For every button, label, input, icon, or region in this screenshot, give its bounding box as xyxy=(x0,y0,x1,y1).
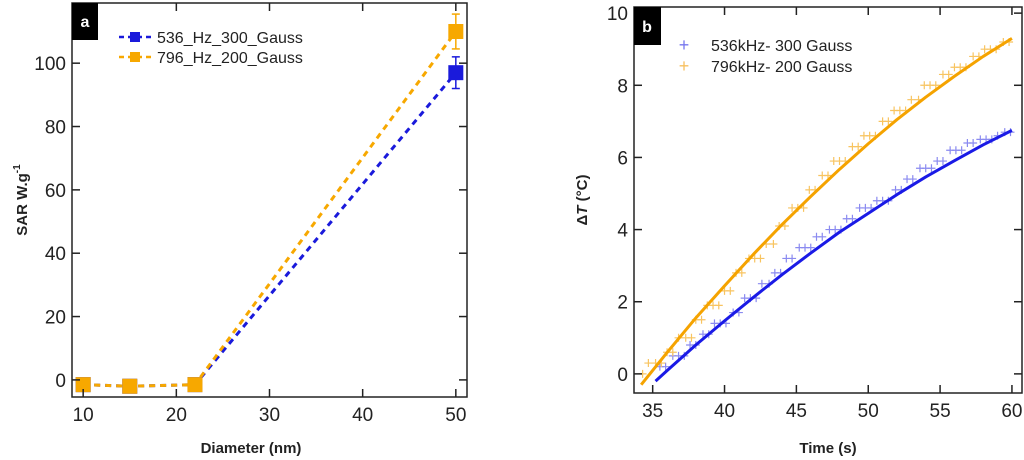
data-point-series-0 xyxy=(757,279,766,288)
data-point-series-0 xyxy=(927,164,936,173)
panel-b-label: b xyxy=(642,19,652,36)
x-tick-label: 10 xyxy=(73,405,94,426)
panel-a-chart: 10 20 30 40 50 0 20 40 60 80 100 a 536_Hz_300_Gaus… xyxy=(12,2,468,457)
y-tick-label: 20 xyxy=(45,308,66,329)
y-tick-label: 8 xyxy=(617,76,628,97)
data-point-series-1 xyxy=(907,95,916,104)
panel-b-y-axis-label-t: T xyxy=(574,204,591,215)
panel-b-frame xyxy=(633,6,1023,394)
y-tick-label: 80 xyxy=(45,118,66,139)
y-tick-label: 0 xyxy=(55,371,66,392)
data-point-series-1 xyxy=(769,240,778,249)
data-point-series-1 xyxy=(726,286,735,295)
panel-b-y-axis-label: ΔT (°C) xyxy=(574,175,591,226)
panel-b-marks xyxy=(638,37,1015,386)
data-point-series-1 xyxy=(448,24,464,40)
x-tick-label: 60 xyxy=(1001,401,1022,422)
x-tick-label: 40 xyxy=(352,405,373,426)
panel-b-legend: + 536kHz- 300 Gauss + 796kHz- 200 Gauss xyxy=(679,35,853,76)
panel-b-y-axis-label-unit: (°C) xyxy=(574,175,591,206)
legend-label-536hz: 536_Hz_300_Gauss xyxy=(157,30,303,47)
data-point-series-0 xyxy=(938,157,947,166)
data-point-series-1 xyxy=(668,348,677,357)
x-tick-label: 35 xyxy=(642,401,663,422)
panel-a-ticks: 10 20 30 40 50 0 20 40 60 80 100 xyxy=(34,3,467,426)
x-tick-label: 20 xyxy=(166,405,187,426)
data-point-series-1 xyxy=(931,81,940,90)
data-point-series-0 xyxy=(957,146,966,155)
y-tick-label: 60 xyxy=(45,181,66,202)
data-point-series-1 xyxy=(714,301,723,310)
legend-label-796khz: 796kHz- 200 Gauss xyxy=(711,59,852,76)
data-point-series-1 xyxy=(75,377,91,393)
panel-a-marks xyxy=(75,13,464,394)
data-point-series-0 xyxy=(806,243,815,252)
legend-label-796hz: 796_Hz_200_Gauss xyxy=(157,50,303,67)
legend-marker-536khz: + xyxy=(679,35,690,55)
panel-b-label-box xyxy=(634,7,661,45)
panel-a-y-axis-label-sup: -1 xyxy=(12,164,23,173)
panel-a-label-box xyxy=(72,3,98,40)
series-line-0 xyxy=(83,71,457,388)
panel-b-y-axis-label-delta: Δ xyxy=(574,214,591,225)
data-point-series-1 xyxy=(756,254,765,263)
data-point-series-0 xyxy=(908,175,917,184)
legend-marker-796hz xyxy=(130,52,140,62)
data-point-series-0 xyxy=(969,139,978,148)
x-tick-label: 40 xyxy=(714,401,735,422)
panel-a-y-axis-label-main: SAR W.g xyxy=(14,173,31,236)
y-tick-label: 4 xyxy=(617,221,628,242)
panel-a-x-axis-label: Diameter (nm) xyxy=(201,440,302,457)
fit-line-series-0 xyxy=(654,129,1013,383)
panel-a-legend: 536_Hz_300_Gauss 796_Hz_200_Gauss xyxy=(119,30,303,67)
data-point-series-0 xyxy=(818,232,827,241)
y-tick-label: 2 xyxy=(617,293,628,314)
y-tick-label: 0 xyxy=(617,365,628,386)
x-tick-label: 50 xyxy=(445,405,466,426)
fit-line-series-1 xyxy=(640,37,1013,386)
data-point-series-1 xyxy=(697,315,706,324)
data-point-series-0 xyxy=(848,214,857,223)
panel-b-ticks: 35 40 45 50 55 60 0 2 4 6 8 10 xyxy=(607,4,1023,422)
x-tick-label: 50 xyxy=(858,401,879,422)
panel-a-y-axis-label: SAR W.g-1 xyxy=(12,164,31,236)
data-point-series-1 xyxy=(737,268,746,277)
data-point-series-1 xyxy=(122,378,138,394)
data-point-series-1 xyxy=(187,377,203,393)
panel-b-x-axis-label: Time (s) xyxy=(799,440,856,457)
legend-marker-536hz xyxy=(130,32,140,42)
data-point-series-1 xyxy=(944,70,953,79)
x-tick-label: 45 xyxy=(786,401,807,422)
y-tick-label: 40 xyxy=(45,244,66,265)
data-point-series-1 xyxy=(884,117,893,126)
data-point-series-0 xyxy=(661,362,670,371)
panel-b-chart: 35 40 45 50 55 60 0 2 4 6 8 10 b + 536kHz- 300 Gaus… xyxy=(574,4,1023,457)
legend-label-536khz: 536kHz- 300 Gauss xyxy=(711,38,852,55)
data-point-series-1 xyxy=(644,359,653,368)
x-tick-label: 55 xyxy=(930,401,951,422)
y-tick-label: 100 xyxy=(34,54,66,75)
y-tick-label: 10 xyxy=(607,4,628,25)
data-point-series-1 xyxy=(687,333,696,342)
x-tick-label: 30 xyxy=(259,405,280,426)
data-point-series-0 xyxy=(788,254,797,263)
data-point-series-1 xyxy=(854,142,863,151)
legend-marker-796khz: + xyxy=(679,56,690,76)
y-tick-label: 6 xyxy=(617,148,628,169)
panel-a-label: a xyxy=(81,14,90,31)
series-line-1 xyxy=(83,30,458,388)
data-point-series-0 xyxy=(448,65,464,81)
